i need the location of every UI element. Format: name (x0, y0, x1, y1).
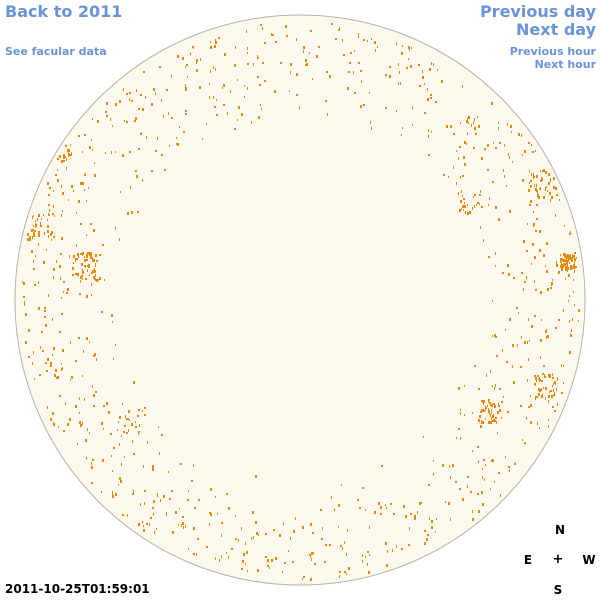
compass-west-label: W (582, 553, 596, 567)
faculae-layer (22, 23, 580, 581)
next-hour-link[interactable]: Next hour (534, 58, 597, 71)
previous-hour-link[interactable]: Previous hour (509, 45, 596, 58)
compass-east-label: E (523, 553, 533, 567)
next-day-link[interactable]: Next day (516, 20, 596, 39)
compass-north-label: N (554, 523, 566, 537)
compass-south-label: S (553, 583, 563, 597)
compass-center-mark: + (552, 552, 564, 567)
previous-day-link[interactable]: Previous day (479, 2, 596, 21)
solar-disk (14, 14, 586, 586)
observation-timestamp: 2011-10-25T01:59:01 (5, 582, 150, 596)
back-to-year-link[interactable]: Back to 2011 (5, 2, 123, 21)
see-facular-data-link[interactable]: See facular data (5, 45, 107, 58)
